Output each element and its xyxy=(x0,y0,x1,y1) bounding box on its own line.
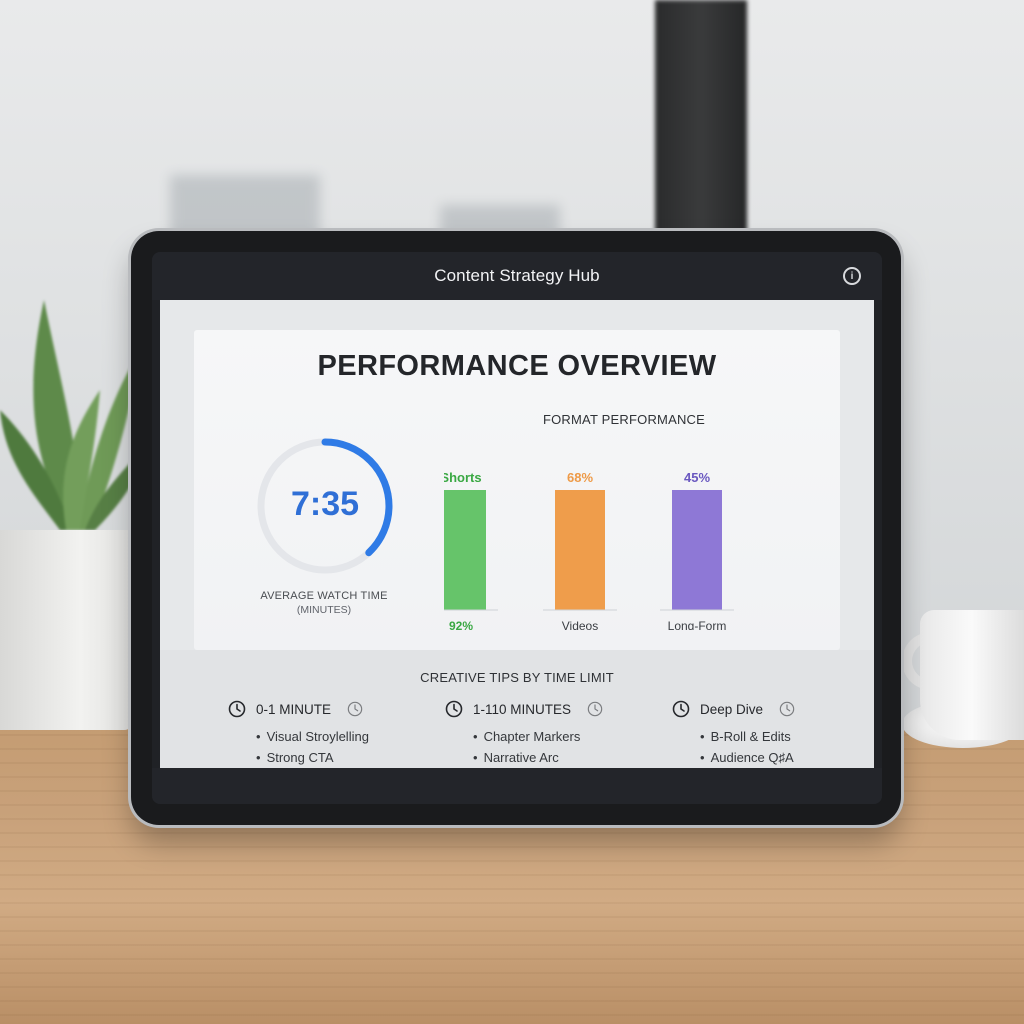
bar-top-label: 68% xyxy=(567,470,593,485)
list-item: Strong CTA xyxy=(256,747,369,768)
creative-tips-section: CREATIVE TIPS BY TIME LIMIT 0-1 MINUTE V… xyxy=(160,650,874,768)
page-title: PERFORMANCE OVERVIEW xyxy=(317,350,717,382)
window-frame xyxy=(655,0,747,240)
clock-icon xyxy=(445,700,463,718)
tip-heading: 1-110 MINUTES xyxy=(473,701,572,717)
watch-time-gauge xyxy=(257,438,393,574)
bar-bottom-label: 92% xyxy=(449,619,473,630)
tablet-screen: Content Strategy Hub i PERFORMANCE OVERV… xyxy=(152,252,882,804)
watch-time-label: AVERAGE WATCH TIME xyxy=(260,590,388,602)
watch-time-value: 7:35 xyxy=(290,485,360,523)
succulent-plant xyxy=(0,300,150,530)
clock-icon xyxy=(587,701,603,717)
bar-top-label: 45% xyxy=(684,470,710,485)
tips-title: CREATIVE TIPS BY TIME LIMIT xyxy=(420,670,614,685)
bar-top-label: Shorts xyxy=(444,470,482,485)
app-title: Content Strategy Hub xyxy=(434,266,600,285)
tip-heading: 0-1 MINUTE xyxy=(256,701,332,717)
bar-shorts xyxy=(444,490,486,610)
info-icon[interactable]: i xyxy=(843,267,861,285)
clock-icon xyxy=(347,701,363,717)
tip-column-short: 0-1 MINUTE Visual Stroylelling Strong CT… xyxy=(228,700,369,768)
coffee-cup xyxy=(920,610,1024,740)
bar-long-form xyxy=(672,490,722,610)
list-item: Visual Stroylelling xyxy=(256,726,369,747)
list-item: Narrative Arc xyxy=(473,747,603,768)
tip-column-medium: 1-110 MINUTES Chapter Markers Narrative … xyxy=(445,700,603,768)
clock-icon xyxy=(228,700,246,718)
app-bar: Content Strategy Hub i xyxy=(152,252,882,300)
bottom-bar xyxy=(152,768,882,804)
gauge-fill xyxy=(257,438,393,574)
list-item: Chapter Markers xyxy=(473,726,603,747)
tip-column-long: Deep Dive B-Roll & Edits Audience Q♯A xyxy=(672,700,795,768)
bar-bottom-label: Long-Form xyxy=(668,619,727,630)
clock-icon xyxy=(779,701,795,717)
bar-videos xyxy=(555,490,605,610)
watch-time-unit: (MINUTES) xyxy=(296,604,352,616)
chart-title: FORMAT PERFORMANCE xyxy=(542,412,705,427)
tip-heading: Deep Dive xyxy=(700,701,764,717)
performance-card: PERFORMANCE OVERVIEW 7:35 AVERAGE WATCH … xyxy=(194,330,840,650)
clock-icon xyxy=(672,700,690,718)
dashboard-content: PERFORMANCE OVERVIEW 7:35 AVERAGE WATCH … xyxy=(160,300,874,768)
list-item: Audience Q♯A xyxy=(700,747,795,768)
plant-pot xyxy=(0,530,134,730)
list-item: B-Roll & Edits xyxy=(700,726,795,747)
bar-bottom-label: Videos xyxy=(562,619,598,630)
